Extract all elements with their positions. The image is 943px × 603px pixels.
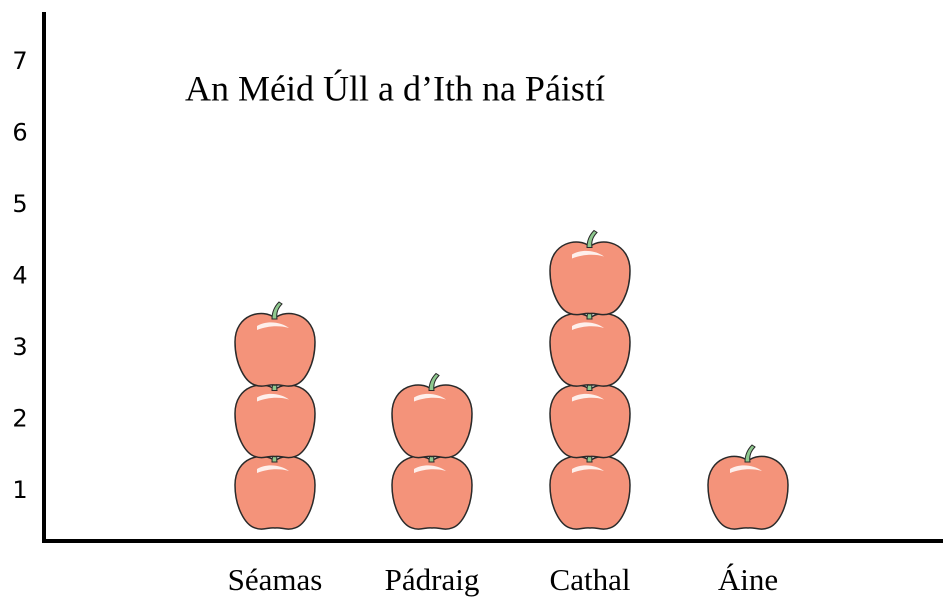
apple-body (707, 455, 789, 530)
chart-title: An Méid Úll a d’Ith na Páistí (185, 68, 605, 108)
apple (707, 444, 789, 530)
apple-shine (257, 322, 289, 330)
apple-body (549, 312, 631, 387)
apple (234, 444, 316, 530)
y-tick-label: 3 (12, 333, 27, 361)
apple (391, 372, 473, 459)
apple-body (234, 455, 316, 530)
x-tick-label: Pádraig (385, 562, 480, 597)
apple-shine (572, 393, 604, 402)
apple (234, 372, 316, 459)
apple-shine (257, 393, 289, 402)
apple-shine (572, 250, 604, 259)
apple-stem (428, 372, 440, 391)
apple-body (234, 384, 316, 459)
x-tick-label: Séamas (228, 562, 323, 597)
y-tick-label: 6 (12, 119, 27, 147)
apple-stem (271, 301, 283, 320)
apple (549, 372, 631, 459)
apple-shine (414, 393, 446, 402)
apple-body (549, 241, 631, 316)
apple-body (549, 455, 631, 530)
apple (234, 301, 316, 387)
apple (549, 229, 631, 316)
apple-body (391, 455, 473, 530)
x-tick-label: Áine (718, 562, 778, 597)
apple (391, 444, 473, 530)
apple-stem (744, 444, 756, 463)
apple-body (391, 384, 473, 459)
apple-shine (730, 465, 762, 473)
apple-shine (572, 322, 604, 330)
apple (549, 301, 631, 387)
y-tick-label: 2 (12, 404, 27, 432)
apple-shine (414, 465, 446, 473)
apple-body (234, 312, 316, 387)
pictograph-column (234, 301, 316, 530)
y-tick-label: 7 (12, 47, 27, 75)
apple-stem (586, 229, 598, 248)
x-tick-label: Cathal (550, 562, 631, 597)
apple (549, 444, 631, 530)
y-tick-label: 1 (12, 476, 27, 504)
pictograph-column (391, 372, 473, 530)
pictograph-column (707, 444, 789, 530)
apple-shine (257, 465, 289, 473)
y-tick-label: 5 (12, 190, 27, 218)
apple-shine (572, 465, 604, 473)
pictograph-column (549, 229, 631, 530)
apple-body (549, 384, 631, 459)
y-tick-label: 4 (12, 262, 27, 290)
